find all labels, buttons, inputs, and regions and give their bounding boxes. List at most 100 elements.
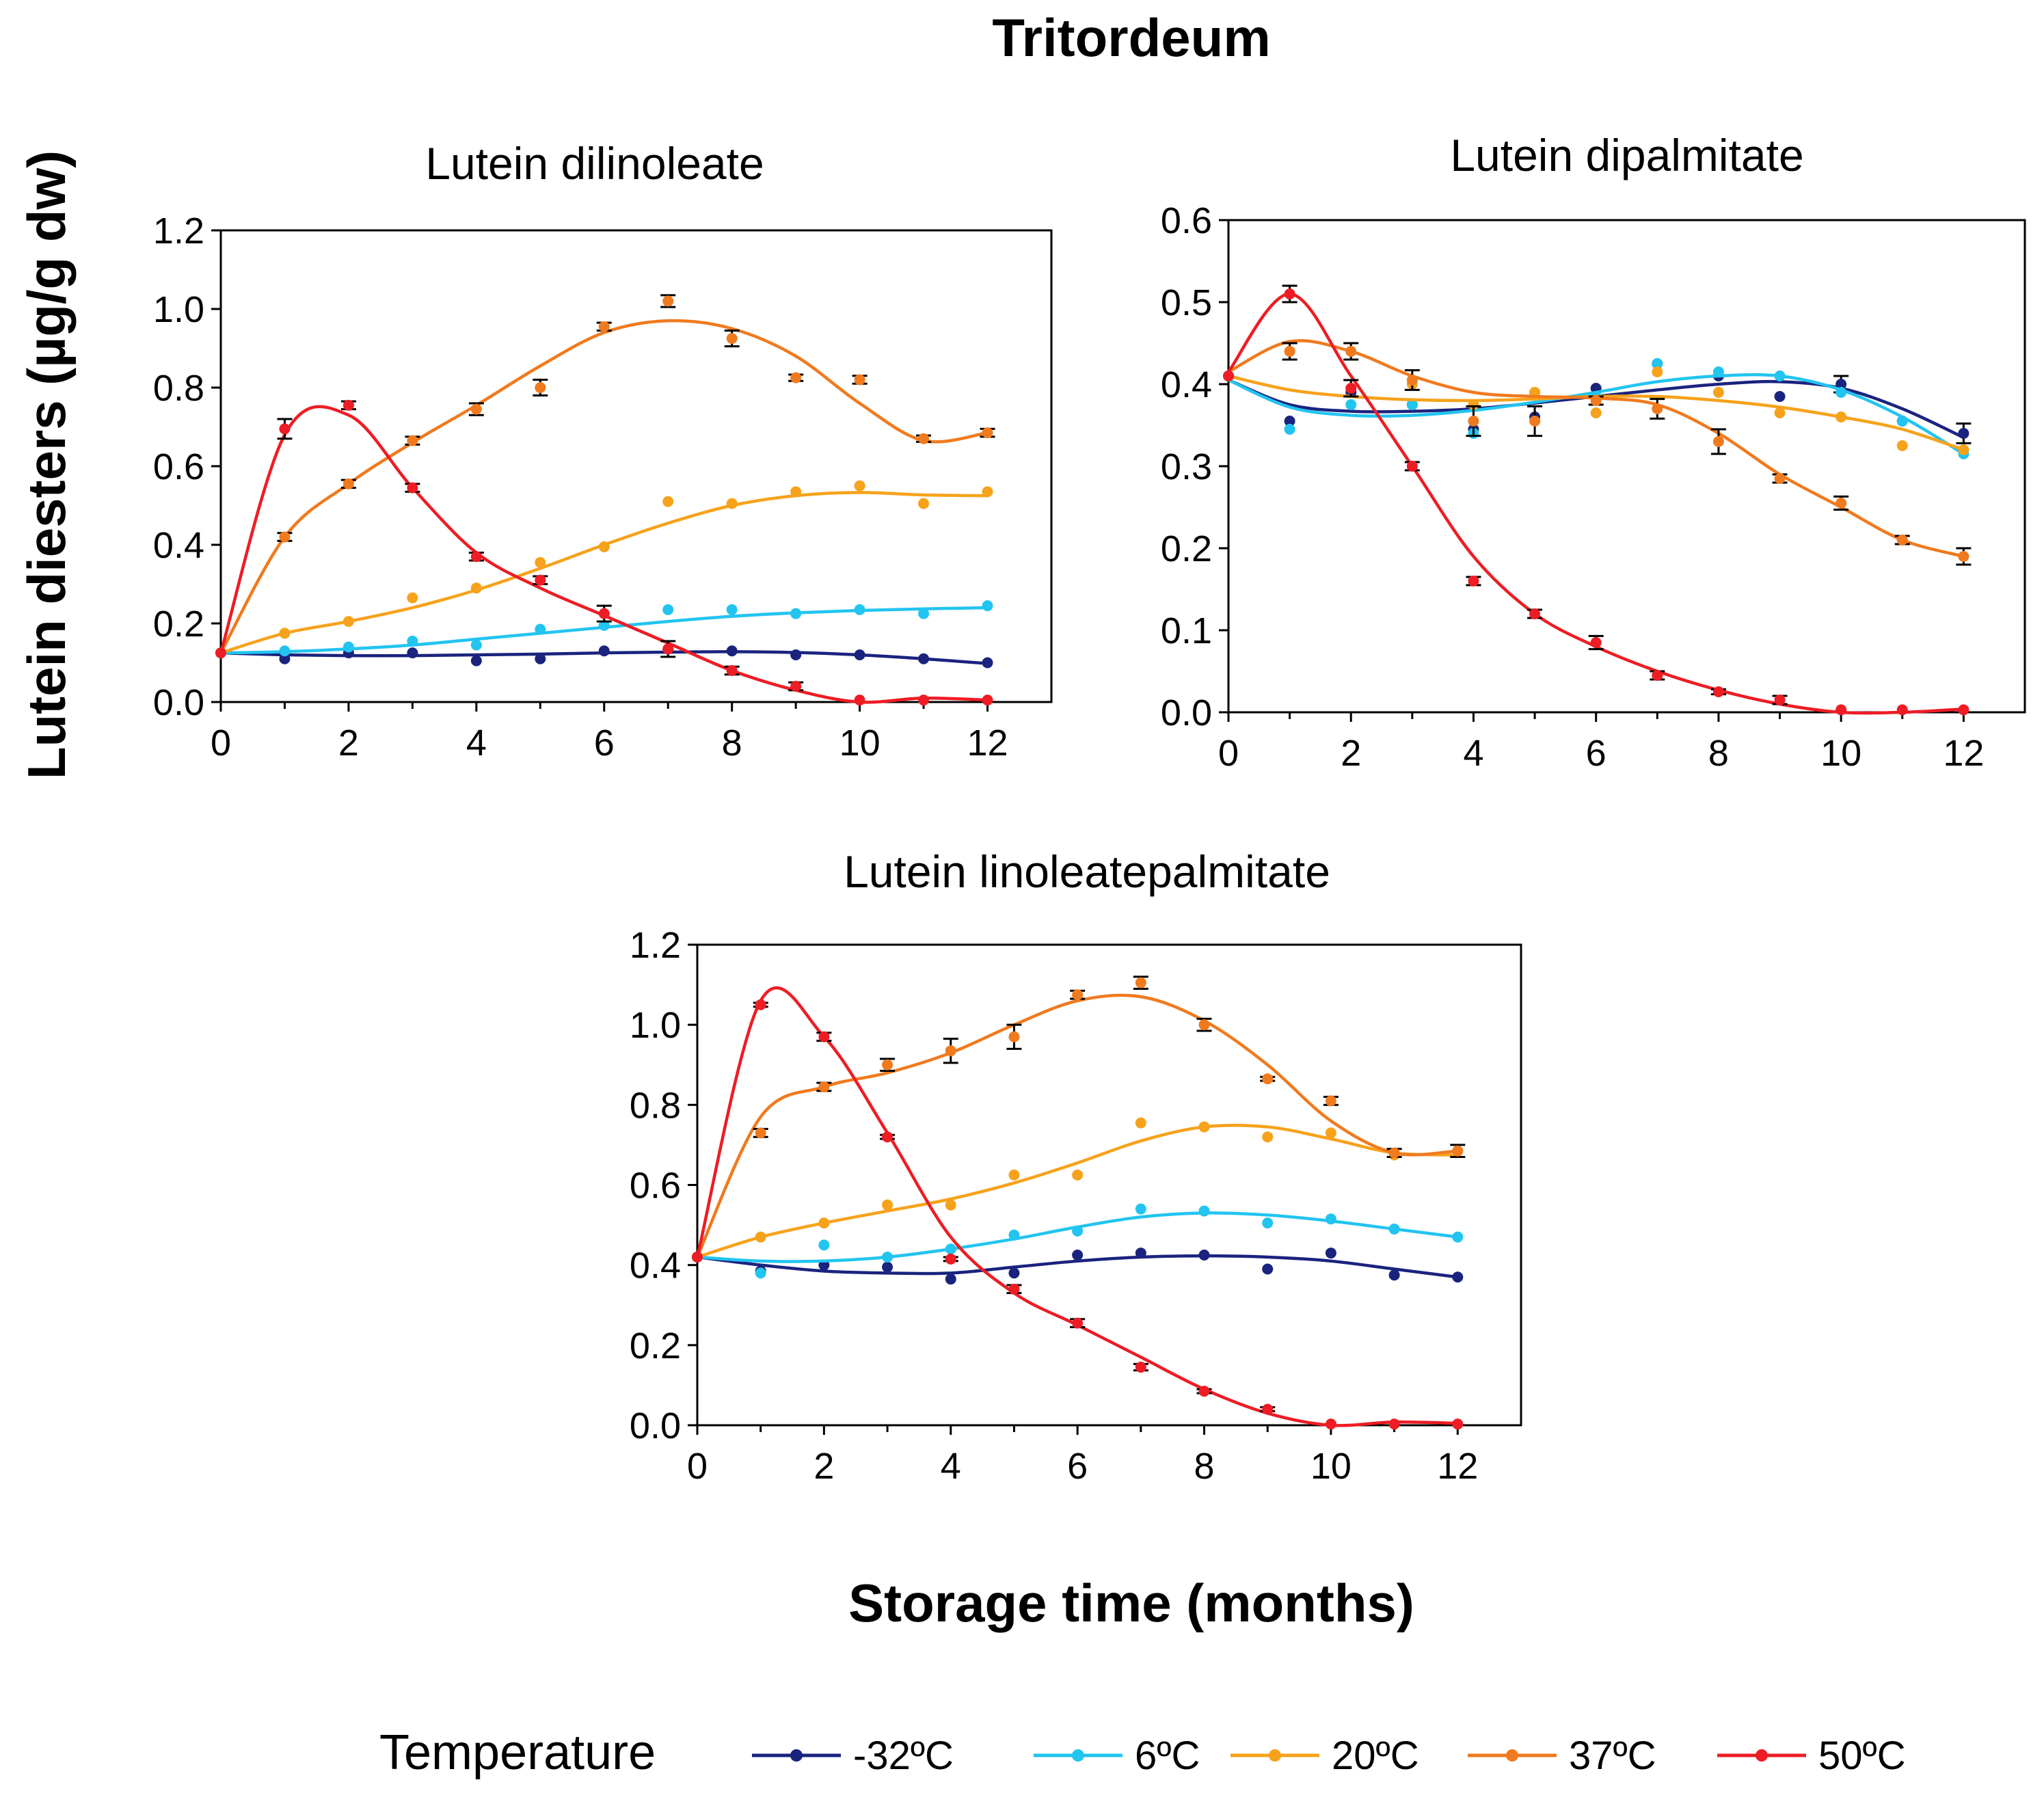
data-point (1835, 704, 1847, 716)
data-point (982, 657, 993, 669)
x-tick-label: 4 (466, 723, 487, 764)
data-point (1284, 416, 1295, 427)
data-point (1325, 1213, 1336, 1225)
y-tick-label: 0.8 (153, 368, 204, 409)
data-point (790, 608, 802, 619)
series-2 (215, 480, 993, 659)
data-point (342, 616, 354, 628)
series-3 (692, 975, 1466, 1263)
fit-line (695, 986, 1458, 1427)
data-point (1896, 535, 1908, 545)
legend-item: 20ºC (1231, 1734, 1419, 1778)
data-point (1896, 704, 1908, 716)
panel-lutein-dipalmitate: Lutein dipalmitate 0.0 0.1 0.2 0.3 0.4 0.5 0.6 0… (1161, 130, 2026, 774)
data-point (279, 645, 291, 657)
data-point (1345, 346, 1357, 357)
data-point (407, 635, 418, 647)
data-point (662, 295, 674, 307)
data-point (470, 403, 482, 415)
data-point (726, 498, 738, 509)
data-point (1452, 1271, 1464, 1283)
plot-frame (219, 229, 1053, 703)
y-tick-label: 0.0 (1161, 692, 1212, 733)
data-point (1388, 1418, 1400, 1430)
data-point (1198, 1250, 1210, 1261)
x-tick-label: 6 (594, 723, 615, 764)
data-point (1452, 1145, 1464, 1157)
data-point (1262, 1263, 1274, 1275)
legend-marker (1269, 1749, 1281, 1762)
data-point (1072, 1169, 1084, 1181)
data-point (982, 486, 993, 498)
data-point (1958, 704, 1969, 716)
data-point (726, 604, 738, 615)
legend-marker (790, 1749, 803, 1762)
data-point (882, 1261, 893, 1273)
y-tick-label: 0.3 (1161, 446, 1212, 487)
x-tick-label: 8 (1708, 733, 1729, 774)
data-point (1388, 1147, 1400, 1159)
y-tick-label: 0.8 (630, 1085, 681, 1126)
data-point (1284, 346, 1295, 357)
y-tick-label: 0.0 (630, 1405, 681, 1446)
data-point (470, 582, 482, 594)
data-point (279, 531, 291, 543)
data-point (755, 1267, 766, 1279)
data-point (598, 608, 610, 619)
data-point (1958, 444, 1969, 455)
data-point (1468, 576, 1479, 587)
data-point (1262, 1073, 1274, 1085)
data-point (1008, 1267, 1020, 1279)
data-point (882, 1059, 893, 1070)
data-point (470, 639, 482, 651)
data-point (790, 681, 802, 692)
data-point (1198, 1386, 1210, 1397)
legend-item: -32ºC (752, 1734, 954, 1778)
data-point (882, 1199, 893, 1211)
x-axis-title: Storage time (months) (848, 1573, 1414, 1633)
data-point (1590, 637, 1602, 648)
x-tick-label: 6 (1067, 1446, 1088, 1487)
legend-label: 37ºC (1569, 1734, 1656, 1778)
data-point (1008, 1229, 1020, 1241)
y-tick-label: 0.4 (1161, 364, 1212, 405)
legend-marker (1072, 1749, 1084, 1762)
data-point (1774, 473, 1786, 484)
legend-item: 6ºC (1034, 1734, 1200, 1778)
data-point (854, 695, 865, 706)
data-point (982, 695, 993, 706)
data-point (1529, 416, 1541, 427)
data-point (726, 333, 738, 345)
data-point (1345, 399, 1357, 410)
series-2 (692, 1117, 1464, 1263)
data-point (1712, 387, 1724, 398)
data-point (1262, 1131, 1274, 1143)
data-point (279, 628, 291, 639)
data-point (662, 496, 674, 507)
data-point (1452, 1231, 1464, 1243)
legend-label: 50ºC (1818, 1734, 1906, 1778)
figure-title: Tritordeum (992, 8, 1270, 68)
panel-lutein-dilinoleate: Lutein dilinoleate 0.0 0.2 0.4 0.6 0.8 1.0 1.2 0… (153, 138, 1053, 764)
legend-marker (1506, 1749, 1518, 1762)
y-tick-label: 1.2 (153, 211, 204, 252)
x-tick-label: 0 (687, 1446, 708, 1487)
y-tick-label: 0.2 (630, 1325, 681, 1366)
series-3 (1223, 339, 1972, 566)
x-tick-label: 2 (1341, 733, 1361, 774)
y-tick-label: 0.5 (1161, 282, 1212, 323)
data-point (598, 645, 610, 657)
data-point (854, 649, 865, 660)
data-point (882, 1251, 893, 1263)
data-point (854, 604, 865, 615)
data-point (918, 608, 930, 619)
legend-item: 50ºC (1717, 1734, 1906, 1778)
data-point (535, 556, 546, 568)
data-point (982, 427, 993, 439)
data-point (1198, 1019, 1210, 1031)
y-tick-label: 0.2 (153, 604, 204, 645)
x-tick-label: 10 (1820, 733, 1861, 774)
fit-line (1227, 292, 1964, 715)
fit-line (219, 405, 988, 704)
data-point (854, 374, 865, 386)
